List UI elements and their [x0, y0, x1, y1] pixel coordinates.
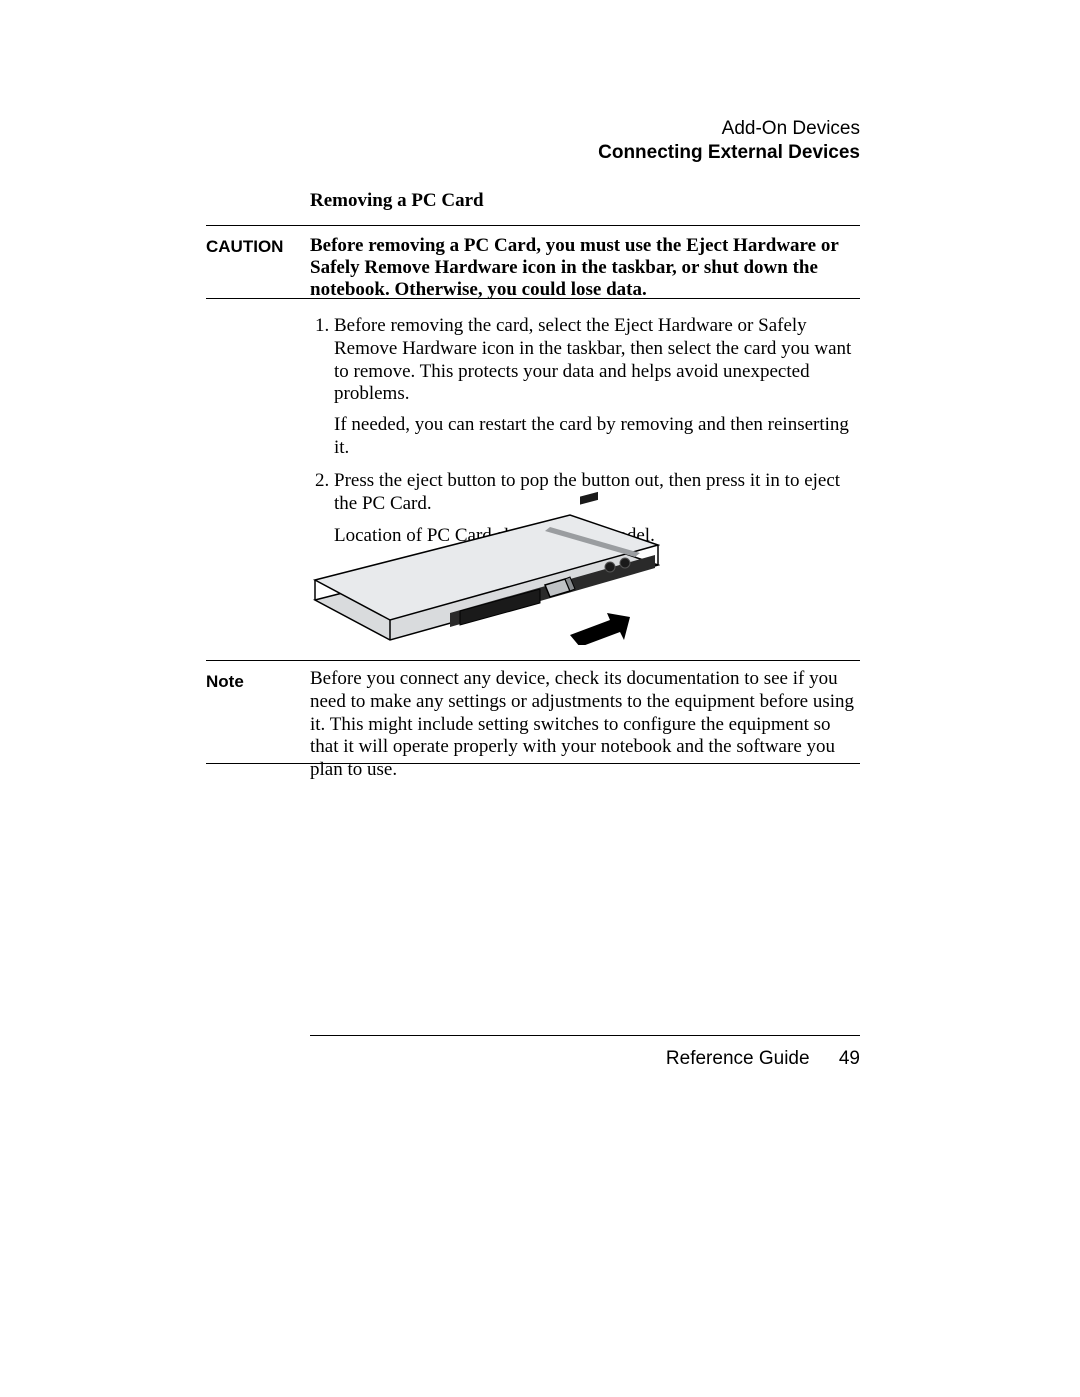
caution-rule-top	[206, 225, 860, 226]
note-label: Note	[206, 672, 244, 692]
footer-guide: Reference Guide	[666, 1048, 810, 1069]
pc-card-illustration	[310, 485, 660, 645]
page-header: Add-On Devices Connecting External Devic…	[598, 118, 860, 164]
section-title: Removing a PC Card	[310, 190, 484, 212]
footer-rule	[310, 1035, 860, 1036]
note-text: Before you connect any device, check its…	[310, 668, 860, 782]
caution-rule-bottom	[206, 298, 860, 299]
step-1-sub: If needed, you can restart the card by r…	[334, 414, 860, 460]
page-footer: Reference Guide 49	[666, 1048, 860, 1070]
step-1: Before removing the card, select the Eje…	[334, 315, 860, 460]
caution-text: Before removing a PC Card, you must use …	[310, 235, 860, 301]
caution-label: CAUTION	[206, 237, 283, 257]
step-1-text: Before removing the card, select the Eje…	[334, 315, 851, 404]
note-rule-bottom	[206, 763, 860, 764]
section-name: Connecting External Devices	[598, 142, 860, 164]
document-page: Add-On Devices Connecting External Devic…	[0, 0, 1080, 1397]
page-number: 49	[839, 1048, 860, 1069]
note-rule-top	[206, 660, 860, 661]
chapter-name: Add-On Devices	[598, 118, 860, 140]
